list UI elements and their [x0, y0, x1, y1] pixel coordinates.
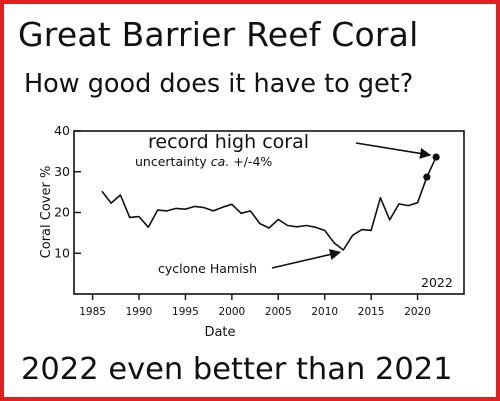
series-line	[101, 156, 437, 251]
data-point-2021	[423, 173, 431, 181]
x-tick-label: 2005	[265, 306, 292, 318]
y-tick-label: 10	[54, 245, 70, 260]
annotation-record-high: record high coral	[148, 131, 309, 153]
x-tick-label: 1985	[79, 306, 106, 318]
series-coral-cover	[101, 153, 440, 251]
uncertainty-suffix: +/-4%	[229, 154, 272, 169]
x-axis-label: Date	[204, 325, 235, 340]
arrow-cyclone-hamish	[271, 249, 342, 269]
y-axis-label: Coral Cover %	[39, 166, 54, 259]
arrow-record-high	[355, 142, 432, 159]
poster-footer: 2022 even better than 2021	[21, 352, 453, 387]
y-tick-label: 20	[54, 205, 70, 220]
x-tick-label: 1990	[126, 306, 153, 318]
annotation-arrows	[271, 142, 432, 269]
annotation-year-2022: 2022	[421, 275, 453, 290]
y-tick-label: 30	[54, 164, 70, 179]
annotation-cyclone-hamish: cyclone Hamish	[158, 261, 257, 276]
uncertainty-italic: ca.	[211, 154, 230, 169]
x-tick-label: 2015	[358, 306, 385, 318]
annotation-uncertainty: uncertainty ca. +/-4%	[135, 154, 272, 169]
x-tick-label: 2010	[311, 306, 338, 318]
y-axis: 10 20 30 40	[54, 123, 81, 260]
x-tick-label: 1995	[172, 306, 199, 318]
x-axis: 1985 1990 1995 2000 2005 2010 2015 2020	[79, 294, 431, 318]
x-tick-label: 2020	[404, 306, 431, 318]
poster-title: Great Barrier Reef Coral	[18, 15, 419, 54]
poster-subtitle: How good does it have to get?	[24, 69, 414, 99]
y-tick-label: 40	[54, 123, 70, 138]
data-point-2022	[432, 153, 440, 161]
x-tick-label: 2000	[218, 306, 245, 318]
uncertainty-prefix: uncertainty	[135, 154, 211, 169]
